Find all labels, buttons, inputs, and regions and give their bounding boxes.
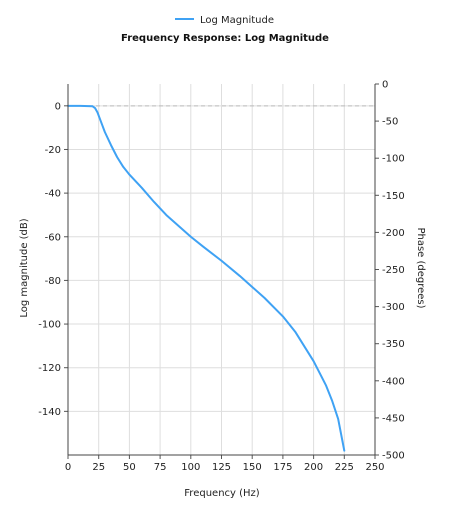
y2-tick-label: -50 (382, 117, 398, 128)
x-tick-label: 75 (154, 462, 167, 473)
plot-area (67, 104, 375, 452)
y2-tick-label: -450 (382, 413, 405, 424)
x-axis-title: Frequency (Hz) (184, 488, 260, 499)
x-tick-label: 125 (212, 462, 231, 473)
axes (64, 83, 379, 459)
x-tick-label: 0 (65, 462, 71, 473)
chart-title: Frequency Response: Log Magnitude (121, 33, 329, 44)
y-tick-label: -60 (45, 232, 61, 243)
grid (67, 84, 376, 455)
x-tick-label: 25 (92, 462, 105, 473)
y2-axis-title: Phase (degrees) (415, 227, 426, 308)
y-tick-label: -80 (45, 276, 61, 287)
y-tick-label: 0 (55, 101, 61, 112)
y-tick-label: -40 (45, 189, 61, 200)
y2-tick-label: -200 (382, 228, 405, 239)
y2-tick-label: -500 (382, 451, 405, 462)
y2-tick-label: -350 (382, 339, 405, 350)
legend-label: Log Magnitude (200, 15, 274, 26)
y-axis-title: Log magnitude (dB) (19, 218, 30, 317)
y-tick-label: -120 (38, 363, 61, 374)
legend[interactable]: Log Magnitude (175, 15, 274, 26)
y2-tick-label: -400 (382, 376, 405, 387)
y2-tick-label: 0 (382, 80, 388, 91)
series-line-log-magnitude (67, 104, 346, 452)
y-tick-label: -20 (45, 145, 61, 156)
x-tick-label: 150 (243, 462, 262, 473)
y2-tick-label: -100 (382, 154, 405, 165)
x-tick-label: 225 (335, 462, 354, 473)
x-tick-label: 200 (304, 462, 323, 473)
tick-labels: 0 25 50 75 100 125 150 175 200 225 250 0 -20 -40 -60 -8… (38, 80, 404, 474)
y2-tick-label: -250 (382, 265, 405, 276)
x-tick-label: 50 (123, 462, 136, 473)
y2-tick-label: -150 (382, 191, 405, 202)
y-tick-label: -100 (38, 320, 61, 331)
y2-tick-label: -300 (382, 302, 405, 313)
y-tick-label: -140 (38, 407, 61, 418)
x-tick-label: 100 (181, 462, 200, 473)
x-tick-label: 250 (365, 462, 384, 473)
x-tick-label: 175 (273, 462, 292, 473)
